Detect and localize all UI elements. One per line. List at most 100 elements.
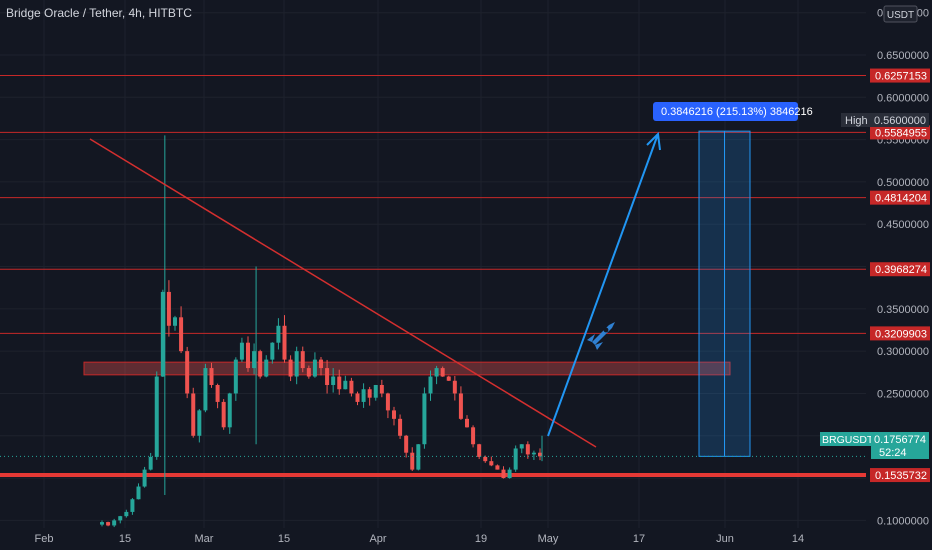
candle-body <box>173 317 177 326</box>
candle-body <box>434 368 439 377</box>
level-badge-bg <box>870 262 930 277</box>
candle-body <box>428 376 433 394</box>
y-tick-label: 0.3000000 <box>877 346 929 358</box>
candle-body <box>361 389 366 402</box>
y-tick-label: 0.3500000 <box>877 304 929 316</box>
candle-body <box>130 499 135 512</box>
high-value: 0.5600000 <box>874 115 926 127</box>
resistance-zone[interactable] <box>83 361 731 376</box>
candle-body <box>300 351 305 369</box>
candle-body <box>270 342 275 360</box>
candle-body <box>112 520 117 526</box>
descending-trendline[interactable] <box>89 138 597 448</box>
candle-body <box>483 456 488 462</box>
candle-body <box>495 465 500 470</box>
y-tick-label: 0.1000000 <box>877 515 929 527</box>
candle-body <box>446 376 451 381</box>
candle-body <box>118 516 123 521</box>
candle-body <box>288 359 293 377</box>
x-tick-label: 15 <box>278 533 290 545</box>
candle-body <box>355 393 360 402</box>
candle-body <box>264 359 269 377</box>
level-badge-bg <box>870 68 930 83</box>
candle-body <box>166 291 171 326</box>
candle-body <box>398 418 403 436</box>
level-badge-bg <box>870 190 930 205</box>
bar-countdown: 52:24 <box>879 447 907 459</box>
candle-body <box>136 486 141 500</box>
candle-body <box>373 385 378 398</box>
level-badge-bg <box>870 468 930 483</box>
candle-body <box>422 393 427 445</box>
candle-body <box>501 469 506 479</box>
candle-body <box>385 393 390 411</box>
currency-label: USDT <box>887 10 914 21</box>
candle-body <box>452 380 457 394</box>
candle-body <box>282 325 287 360</box>
x-tick-label: Jun <box>716 533 734 545</box>
candle-body <box>367 389 372 398</box>
candle-body <box>379 385 384 394</box>
candle-body <box>221 401 226 428</box>
candle-body <box>124 511 129 517</box>
level-badge-value: 0.5584955 <box>875 127 927 139</box>
candle-body <box>319 359 323 369</box>
candle-body <box>489 461 494 466</box>
level-badge-value: 0.1535732 <box>875 470 927 482</box>
candle-body <box>410 452 415 470</box>
candle-body <box>215 385 220 402</box>
x-tick-label: 14 <box>792 533 804 545</box>
x-tick-label: 17 <box>633 533 645 545</box>
candle-body <box>392 410 396 419</box>
candle-body <box>246 342 250 369</box>
candle-body <box>276 325 281 343</box>
x-tick-label: 19 <box>475 533 487 545</box>
candle-body <box>252 351 257 369</box>
candles <box>100 135 543 528</box>
x-tick-label: Mar <box>195 533 214 545</box>
y-tick-label: 0.6000000 <box>877 92 929 104</box>
candle-body <box>312 359 317 377</box>
y-tick-label: 0.2500000 <box>877 388 929 400</box>
candle-body <box>233 359 238 394</box>
candle-body <box>458 393 463 419</box>
candle-body <box>507 469 512 479</box>
candle-body <box>513 448 518 470</box>
candle-body <box>100 522 104 525</box>
candle-body <box>538 452 542 457</box>
level-badge-value: 0.3209903 <box>875 328 927 340</box>
candle-body <box>471 427 476 445</box>
candle-body <box>343 380 348 390</box>
measure-label: 0.3846216 (215.13%) 3846216 <box>653 102 813 121</box>
y-tick-label: 0.5000000 <box>877 177 929 189</box>
y-tick-label: 0.6500000 <box>877 50 929 62</box>
candle-body <box>465 418 469 428</box>
level-badge-value: 0.3968274 <box>875 264 927 276</box>
candle-body <box>404 435 409 453</box>
candle-body <box>258 351 263 377</box>
candle-body <box>148 456 153 470</box>
x-axis[interactable]: Feb 15 Mar 15 Apr 19 May 17 Jun 14 <box>35 533 805 545</box>
candle-body <box>197 410 202 436</box>
measure-label-text: 0.3846216 (215.13%) 3846216 <box>661 106 813 118</box>
level-badges: 0.6257153 0.5584955 0.4814204 0.3968274 0.32… <box>870 68 930 483</box>
candle-body <box>154 376 159 457</box>
grid <box>0 0 866 528</box>
currency-badge: USDT <box>883 5 918 23</box>
candle-body <box>525 444 530 455</box>
candle-body <box>227 393 232 428</box>
level-badge-bg <box>870 326 930 341</box>
high-badge: High 0.5600000 <box>841 113 929 127</box>
candle-body <box>203 368 208 411</box>
candle-body <box>306 368 311 377</box>
projection-arrowhead <box>646 131 661 151</box>
candle-body <box>185 351 190 394</box>
level-badge-value: 0.6257153 <box>875 71 927 83</box>
rocket-icon <box>587 322 615 350</box>
chart-title: Bridge Oracle / Tether, 4h, HITBTC <box>6 6 192 20</box>
candle-body <box>160 291 165 377</box>
projection-arrow[interactable] <box>547 133 659 437</box>
y-tick-label: 0.4500000 <box>877 219 929 231</box>
